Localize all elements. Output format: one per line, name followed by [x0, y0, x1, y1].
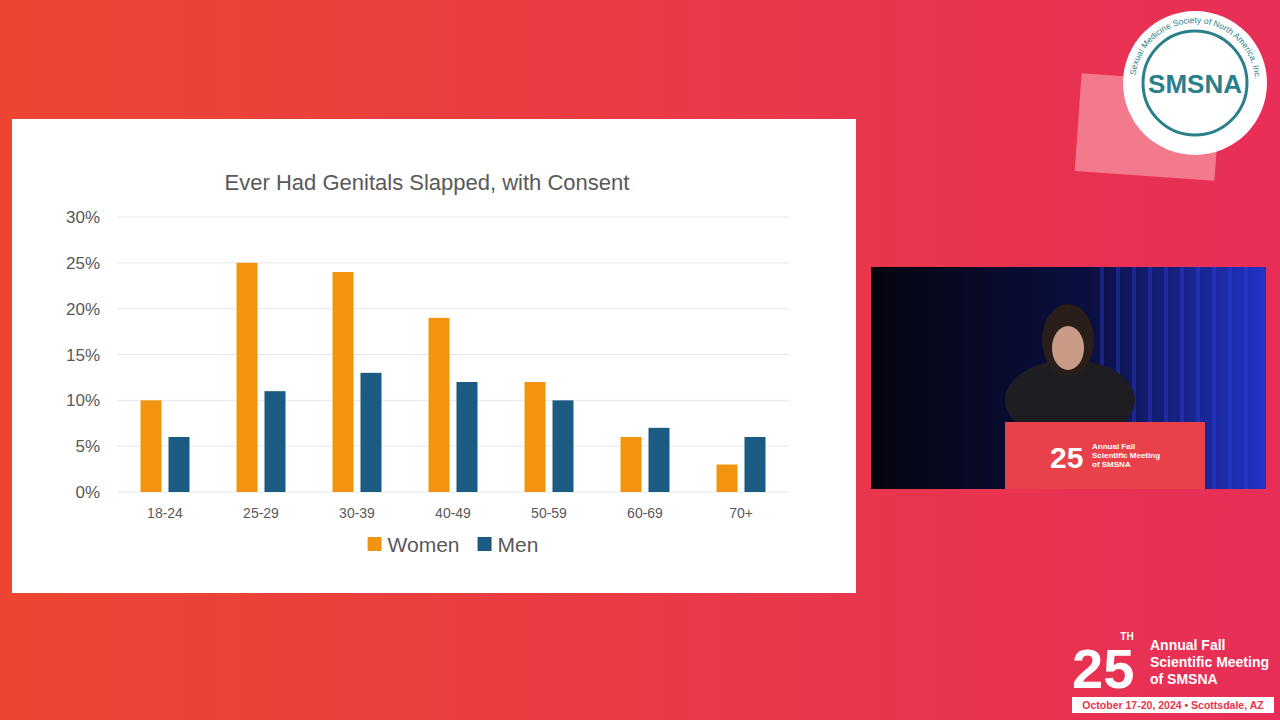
- curtain-fold: [1244, 267, 1248, 489]
- grid-line: [117, 446, 789, 447]
- footer-line: of SMSNA: [1150, 671, 1218, 687]
- y-tick-label: 20%: [66, 300, 100, 319]
- footer-line: Scientific Meeting: [1150, 654, 1269, 670]
- slide: Ever Had Genitals Slapped, with Consent 0…: [0, 0, 1280, 720]
- x-tick-label: 70+: [729, 505, 753, 521]
- curtain-fold: [1228, 267, 1232, 489]
- grid-line: [117, 354, 789, 355]
- grid-line: [117, 308, 789, 309]
- footer-number: 25: [1072, 637, 1134, 700]
- grid-line: [117, 217, 789, 218]
- bars: [141, 263, 766, 492]
- bar: [429, 318, 450, 492]
- podium-text: Annual Fall: [1092, 442, 1135, 451]
- speaker-face: [1052, 326, 1084, 370]
- grid-line: [117, 262, 789, 263]
- x-tick-label: 30-39: [339, 505, 375, 521]
- footer-suffix: TH: [1120, 631, 1133, 642]
- legend: Women Men: [368, 533, 539, 556]
- bar: [717, 465, 738, 493]
- y-tick-label: 5%: [75, 437, 100, 456]
- footer-line: Annual Fall: [1150, 637, 1225, 653]
- y-tick-label: 25%: [66, 254, 100, 273]
- podium: [1005, 422, 1205, 489]
- chart-panel: [12, 119, 856, 593]
- legend-label: Women: [388, 533, 460, 556]
- bar: [525, 382, 546, 492]
- speaker-video: [871, 267, 1266, 489]
- grid-line: [117, 400, 789, 401]
- bar: [553, 400, 574, 492]
- chart-title: Ever Had Genitals Slapped, with Consent: [225, 170, 630, 195]
- speaker-head: [1042, 304, 1094, 376]
- y-tick-label: 10%: [66, 391, 100, 410]
- bar: [745, 437, 766, 492]
- y-tick-label: 15%: [66, 346, 100, 365]
- date-box: [1072, 697, 1274, 713]
- background: [0, 0, 1280, 720]
- bar: [361, 373, 382, 492]
- legend-swatch: [368, 537, 382, 551]
- bar: [621, 437, 642, 492]
- podium-text: Scientific Meeting: [1092, 451, 1160, 460]
- y-tick-label: 0%: [75, 483, 100, 502]
- bar: [237, 263, 258, 492]
- legend-swatch: [478, 537, 492, 551]
- grid-line: [117, 492, 789, 493]
- podium-number: 25: [1050, 441, 1083, 474]
- bar: [169, 437, 190, 492]
- footer-date: October 17-20, 2024 • Scottsdale, AZ: [1082, 699, 1264, 711]
- bar: [333, 272, 354, 492]
- y-tick-label: 30%: [66, 208, 100, 227]
- logo-ring: [1143, 31, 1247, 135]
- bar: [649, 428, 670, 492]
- podium-text: of SMSNA: [1092, 460, 1131, 469]
- x-tick-label: 25-29: [243, 505, 279, 521]
- x-tick-label: 18-24: [147, 505, 183, 521]
- bar: [265, 391, 286, 492]
- bar: [457, 382, 478, 492]
- x-tick-label: 50-59: [531, 505, 567, 521]
- curtain-fold: [1212, 267, 1216, 489]
- x-tick-label: 60-69: [627, 505, 663, 521]
- x-tick-label: 40-49: [435, 505, 471, 521]
- legend-label: Men: [498, 533, 539, 556]
- logo-text: SMSNA: [1148, 69, 1242, 99]
- logo-circle: [1123, 11, 1267, 155]
- bar: [141, 400, 162, 492]
